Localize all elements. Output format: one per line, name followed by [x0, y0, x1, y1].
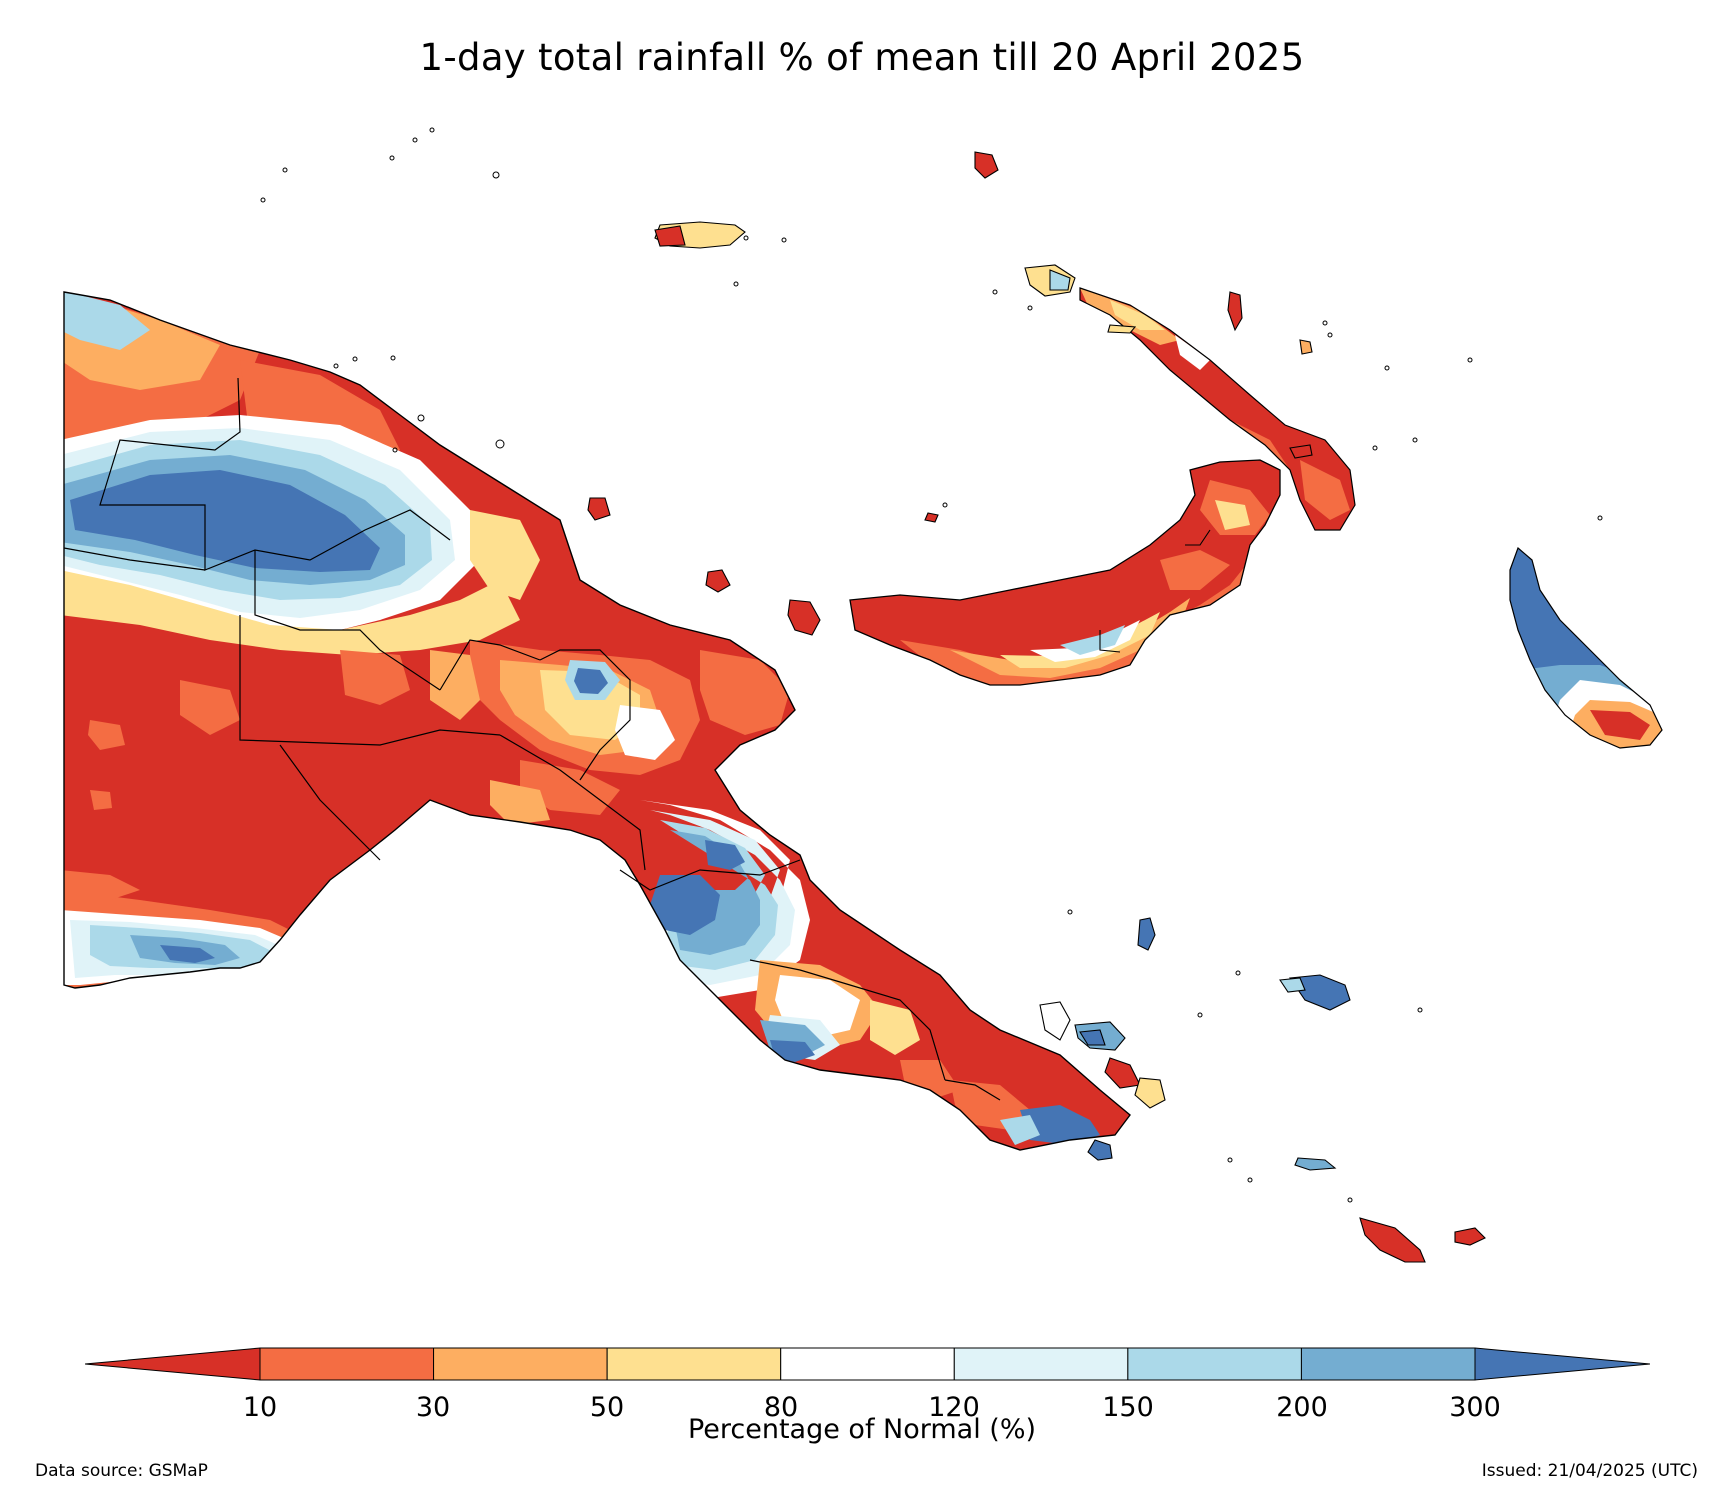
colorbar-bin [1127, 1347, 1302, 1381]
colorbar-bin [1300, 1347, 1476, 1381]
colorbar-tick: 150 [1102, 1392, 1154, 1423]
colorbar-ticks: 10 30 50 80 120 150 200 300 [0, 1392, 1724, 1432]
new-britain-coastline [849, 459, 1281, 686]
colorbar-bin [953, 1347, 1129, 1381]
small-islands [587, 151, 1486, 1263]
colorbar-bin [780, 1347, 955, 1381]
colorbar-under-triangle [85, 1347, 261, 1381]
colorbar-bin [606, 1347, 782, 1381]
colorbar [85, 1347, 1650, 1381]
provincial-borders [63, 377, 1001, 1101]
data-source: Data source: GSMaP [35, 1461, 208, 1481]
mainland-coastline [63, 291, 1131, 1151]
new-britain-region [850, 460, 1280, 685]
new-ireland-coastline [1079, 287, 1356, 531]
colorbar-label: Percentage of Normal (%) [687, 1414, 1037, 1445]
colorbar-tick: 200 [1276, 1392, 1328, 1423]
colorbar-tick: 80 [763, 1392, 799, 1423]
colorbar-tick: 10 [242, 1392, 278, 1423]
colorbar-tick: 120 [928, 1392, 980, 1423]
new-britain-border-east [1185, 529, 1211, 546]
island-dots [260, 127, 1603, 1203]
colorbar-bin [433, 1347, 608, 1381]
new-britain-border [1099, 630, 1121, 653]
mainland-region [64, 292, 1130, 1150]
colorbar-tick: 300 [1449, 1392, 1501, 1423]
colorbar-over-triangle [1474, 1347, 1650, 1381]
bougainville-coastline [1509, 546, 1663, 749]
colorbar-bin [259, 1347, 435, 1381]
issued-date: Issued: 21/04/2025 (UTC) [1481, 1461, 1698, 1481]
map-title: 1-day total rainfall % of mean till 20 A… [419, 36, 1305, 79]
colorbar-tick: 30 [415, 1392, 451, 1423]
colorbar-tick: 50 [589, 1392, 625, 1423]
